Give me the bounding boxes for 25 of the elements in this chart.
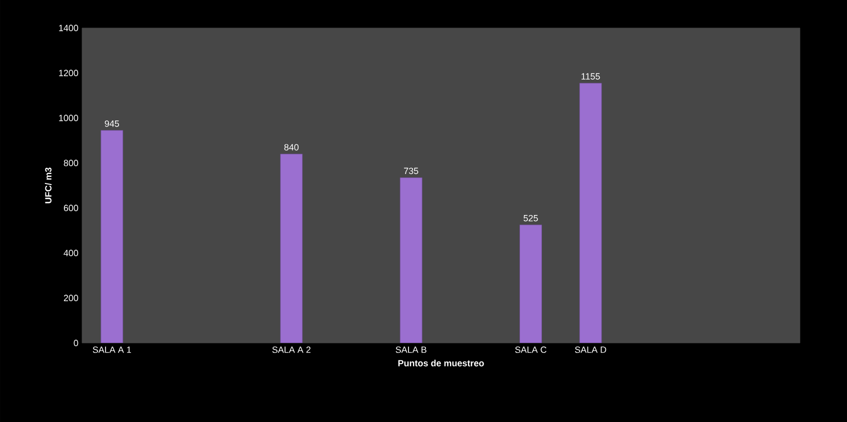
bar bbox=[579, 82, 602, 343]
y-axis-title: UFC/ m3 bbox=[44, 168, 52, 204]
y-tick-label: 800 bbox=[64, 160, 78, 166]
y-tick-label: 200 bbox=[64, 294, 78, 302]
x-tick-label: SALA A 1 bbox=[92, 346, 131, 353]
bar bbox=[520, 224, 542, 343]
bar bbox=[100, 130, 124, 343]
data-label: 1155 bbox=[582, 73, 600, 80]
y-tick-label: 400 bbox=[64, 250, 78, 256]
x-axis-title: Puntos de muestreo bbox=[398, 360, 484, 366]
x-tick-label: SALA D bbox=[574, 346, 606, 353]
y-tick-label: 1200 bbox=[59, 70, 78, 76]
y-tick-label: 1400 bbox=[59, 24, 78, 32]
data-label: 945 bbox=[104, 120, 120, 127]
x-tick-label: SALA B bbox=[396, 346, 426, 353]
data-label: 735 bbox=[404, 168, 418, 174]
data-label: 840 bbox=[284, 144, 299, 150]
data-label: 525 bbox=[524, 214, 538, 222]
y-tick-label: 0 bbox=[74, 340, 78, 346]
y-tick-label: 600 bbox=[64, 204, 78, 212]
y-tick-label: 1000 bbox=[59, 114, 78, 122]
bar bbox=[280, 154, 303, 343]
x-tick-label: SALA A 2 bbox=[272, 346, 310, 353]
x-tick-label: SALA C bbox=[515, 346, 546, 353]
bar bbox=[400, 177, 422, 343]
